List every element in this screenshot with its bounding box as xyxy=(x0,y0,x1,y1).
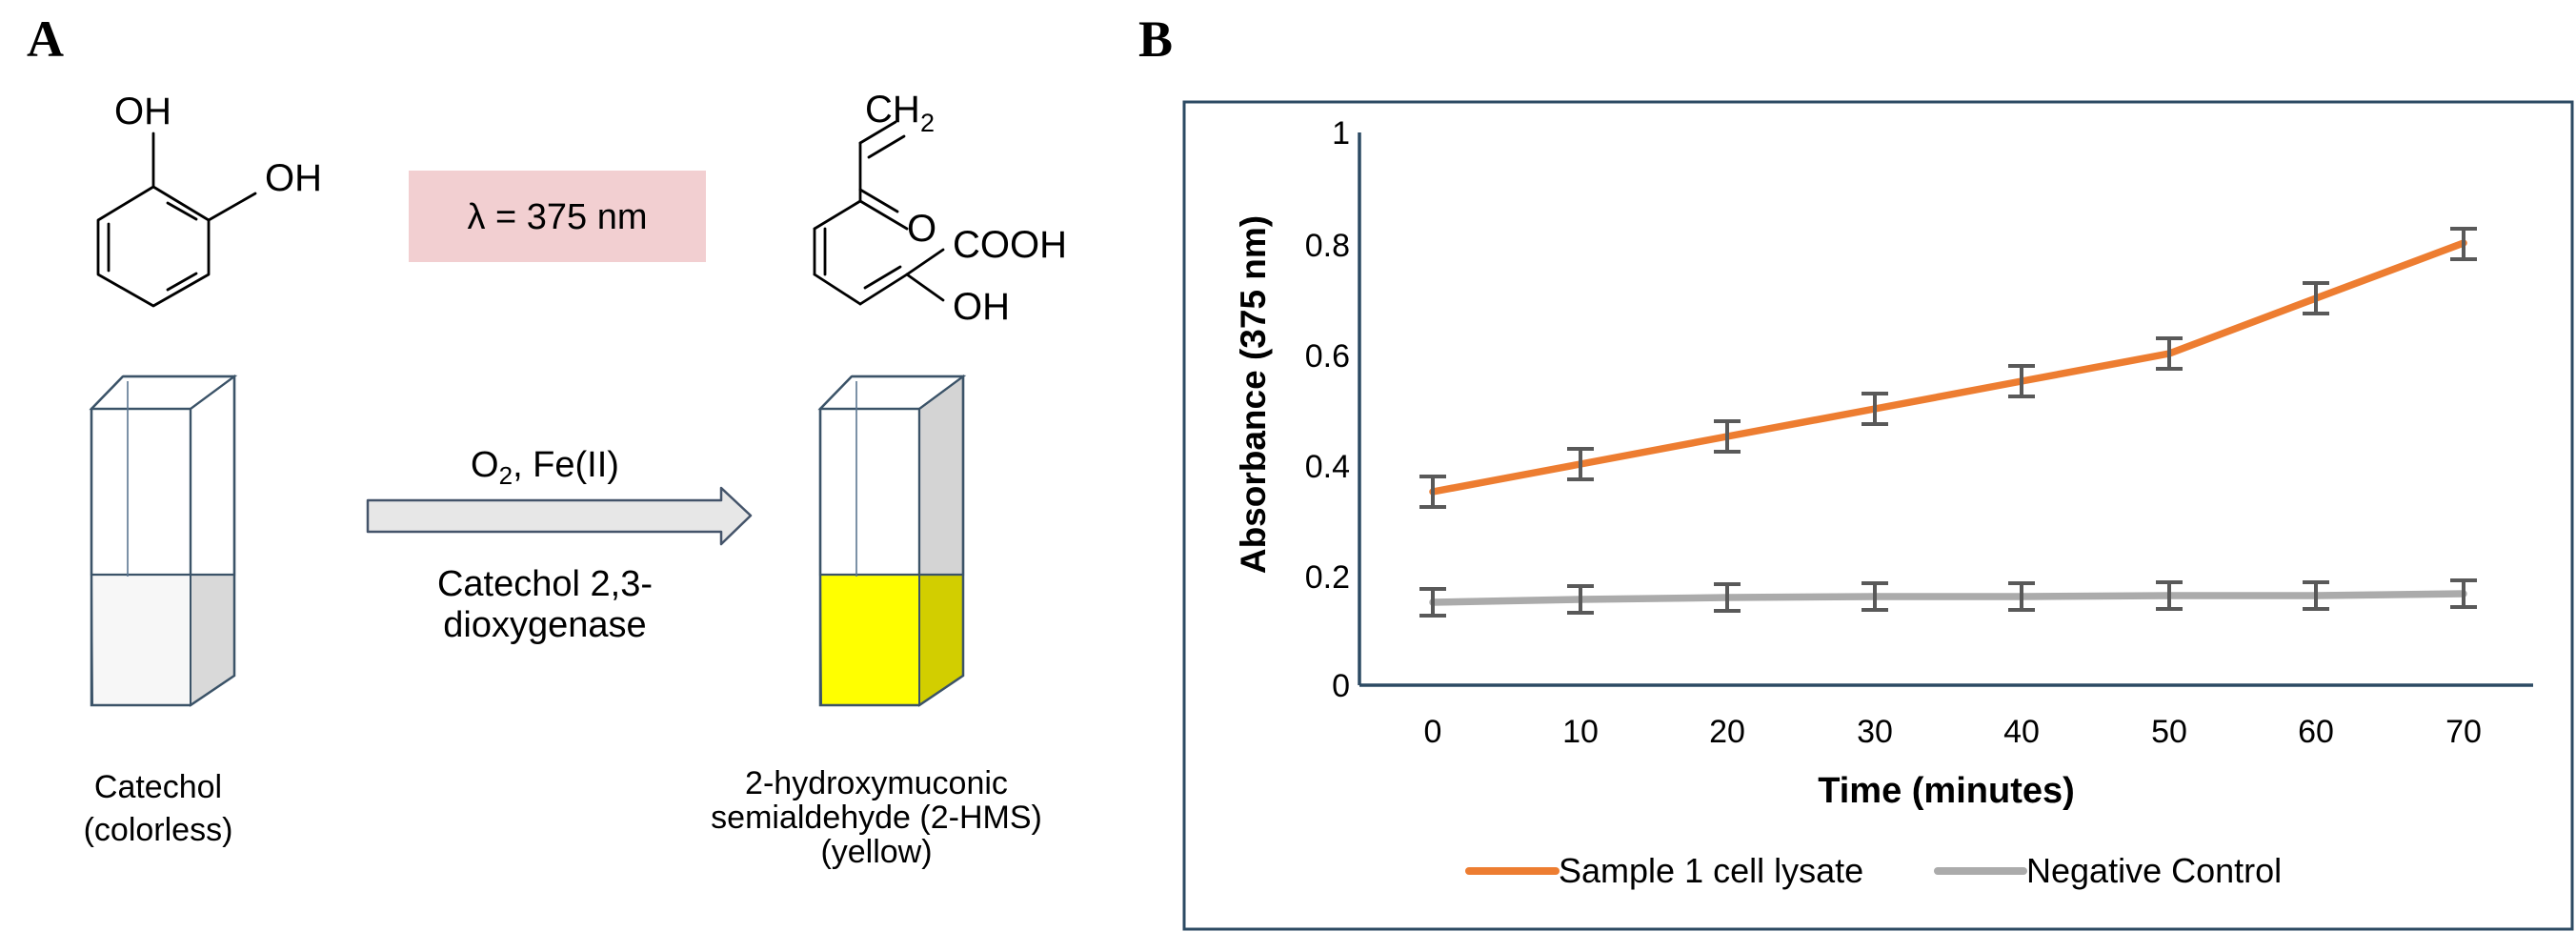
svg-text:0: 0 xyxy=(1424,714,1442,750)
svg-text:λ = 375 nm: λ = 375 nm xyxy=(467,197,647,237)
svg-text:Time (minutes): Time (minutes) xyxy=(1818,771,2075,811)
svg-text:OH: OH xyxy=(953,286,1010,328)
svg-text:2: 2 xyxy=(920,109,935,137)
svg-text:2-hydroxymuconic: 2-hydroxymuconic xyxy=(745,765,1008,801)
svg-text:20: 20 xyxy=(1709,714,1745,750)
svg-text:OH: OH xyxy=(114,91,171,132)
svg-text:O: O xyxy=(907,208,936,250)
svg-text:Negative Control: Negative Control xyxy=(2026,851,2282,890)
svg-text:10: 10 xyxy=(1562,714,1599,750)
svg-text:semialdehyde (2-HMS): semialdehyde (2-HMS) xyxy=(711,800,1042,836)
svg-text:0.8: 0.8 xyxy=(1305,228,1350,264)
svg-text:0: 0 xyxy=(1332,668,1350,704)
svg-text:(yellow): (yellow) xyxy=(820,834,932,870)
svg-text:Catechol: Catechol xyxy=(94,769,222,805)
svg-text:OH: OH xyxy=(265,157,322,199)
svg-text:Catechol 2,3-: Catechol 2,3- xyxy=(437,564,653,604)
svg-text:60: 60 xyxy=(2298,714,2334,750)
svg-text:CH: CH xyxy=(865,89,920,131)
svg-text:(colorless): (colorless) xyxy=(84,812,233,848)
svg-text:0.2: 0.2 xyxy=(1305,559,1350,596)
svg-text:0.4: 0.4 xyxy=(1305,449,1350,485)
svg-text:0.6: 0.6 xyxy=(1305,338,1350,375)
svg-text:O2, Fe(II): O2, Fe(II) xyxy=(471,445,619,490)
svg-text:40: 40 xyxy=(2003,714,2040,750)
svg-text:1: 1 xyxy=(1332,115,1350,152)
svg-text:Absorbance (375 nm): Absorbance (375 nm) xyxy=(1234,215,1273,574)
svg-text:COOH: COOH xyxy=(953,224,1067,266)
svg-text:50: 50 xyxy=(2151,714,2187,750)
svg-text:Sample 1 cell lysate: Sample 1 cell lysate xyxy=(1559,851,1863,890)
svg-text:dioxygenase: dioxygenase xyxy=(443,605,646,645)
svg-text:30: 30 xyxy=(1857,714,1893,750)
svg-text:70: 70 xyxy=(2445,714,2482,750)
